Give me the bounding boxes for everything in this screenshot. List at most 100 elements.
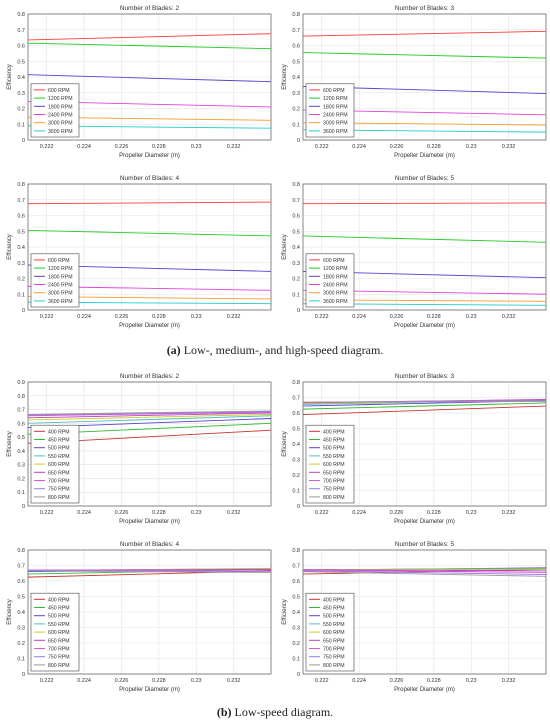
x-tick-label: 0.222 [40,678,54,684]
series-line [27,33,272,41]
series-line [302,569,547,572]
x-axis-label: Propeller Diameter (m) [119,323,180,329]
series-line [27,570,272,573]
x-tick-label: 0.228 [152,678,166,684]
y-tick-label: 0.2 [17,641,25,647]
y-tick-label: 0.7 [17,564,25,570]
y-tick-label: 0.5 [292,59,300,65]
x-tick-label: 0.224 [352,144,366,150]
x-tick-label: 0.228 [427,314,441,320]
y-tick-label: 0 [297,138,300,144]
chart-blades-4-high-speed: Number of Blades: 4 0 0.1 0.2 0.3 0.4 0.5 0.6 0.… [7,175,272,329]
legend-label: 2400 RPM [323,283,348,289]
y-tick-label: 0.6 [292,579,300,585]
y-axis-label: Efficiency [7,599,13,625]
x-tick-label: 0.226 [115,314,129,320]
y-axis-label: Efficiency [282,234,288,260]
legend-label: 450 RPM [48,606,70,612]
y-tick-label: 0.2 [292,277,300,283]
x-axis-label: Propeller Diameter (m) [119,153,180,159]
series-line [302,202,547,205]
chart-blades-3-high-speed: Number of Blades: 3 0 0.1 0.2 0.3 0.4 0.5 0.6 0.… [282,5,547,159]
y-tick-label: 0.3 [292,91,300,97]
y-tick-label: 0 [22,672,25,678]
x-tick-label: 0.226 [390,314,404,320]
x-tick-label: 0.226 [390,144,404,150]
y-tick-label: 0.2 [292,107,300,113]
x-tick-label: 0.232 [502,510,516,516]
legend-box [30,83,80,138]
x-tick-label: 0.228 [152,510,166,516]
y-tick-label: 0.1 [292,489,300,495]
x-tick-label: 0.232 [227,144,241,150]
x-tick-label: 0.23 [191,144,202,150]
y-axis-label: Efficiency [282,64,288,90]
x-tick-label: 0.224 [352,314,366,320]
legend-label: 500 RPM [323,446,345,452]
legend-label: 3000 RPM [48,121,73,127]
y-tick-label: 0.8 [17,394,25,400]
y-tick-label: 0.2 [17,476,25,482]
legend-label: 1200 RPM [48,96,73,102]
y-tick-label: 0.4 [292,442,300,448]
legend-label: 400 RPM [323,597,345,603]
x-tick-label: 0.232 [227,678,241,684]
axes-frame [302,13,547,141]
y-tick-label: 0.2 [17,277,25,283]
axes-frame [27,13,272,141]
x-tick-label: 0.226 [115,510,129,516]
x-tick-label: 0.228 [427,678,441,684]
legend-label: 500 RPM [48,614,70,620]
chart-title: Number of Blades: 5 [395,175,455,182]
chart-blades-5-high-speed: Number of Blades: 5 0 0.1 0.2 0.3 0.4 0.5 0.6 0.… [282,175,547,329]
x-tick-label: 0.222 [315,510,329,516]
legend-label: 3000 RPM [323,291,348,297]
y-tick-label: 0.8 [17,12,25,18]
series-line [27,201,272,205]
y-tick-label: 0.1 [17,292,25,298]
y-tick-label: 0.5 [292,595,300,601]
legend-label: 650 RPM [323,638,345,644]
series-line [302,570,547,575]
legend-label: 750 RPM [323,487,345,493]
legend-label: 700 RPM [323,647,345,653]
axes-frame [302,549,547,675]
caption-b-tag: (b) [216,705,232,719]
y-tick-label: 0.6 [292,411,300,417]
legend-label: 500 RPM [323,614,345,620]
chart-blades-2-low-speed: Number of Blades: 2 0 0.1 0.2 0.3 0.4 0.5 0.6 0.… [7,373,272,525]
x-tick-label: 0.23 [191,678,202,684]
x-tick-label: 0.226 [115,678,129,684]
y-axis-label: Efficiency [7,234,13,260]
series-line [27,42,272,50]
y-tick-label: 0.4 [292,245,300,251]
y-tick-label: 0.3 [17,261,25,267]
y-tick-label: 0.4 [292,75,300,81]
series-line [27,570,272,572]
y-tick-label: 0.4 [292,610,300,616]
x-tick-label: 0.226 [390,678,404,684]
chart-title: Number of Blades: 4 [120,175,180,182]
legend-label: 600 RPM [48,258,70,264]
y-tick-label: 0.3 [17,91,25,97]
x-tick-label: 0.222 [40,314,54,320]
y-tick-label: 0.4 [17,449,25,455]
caption-b-text: Low-speed diagram. [231,705,334,719]
axes-frame [302,183,547,311]
x-tick-label: 0.228 [427,510,441,516]
y-tick-label: 0.1 [17,657,25,663]
y-tick-label: 0.5 [292,427,300,433]
y-tick-label: 0.6 [17,421,25,427]
x-axis-label: Propeller Diameter (m) [119,687,180,693]
legend-label: 550 RPM [323,454,345,460]
x-tick-label: 0.23 [466,510,477,516]
y-tick-label: 0.1 [292,292,300,298]
series-line [27,413,272,421]
legend-label: 650 RPM [48,638,70,644]
x-tick-label: 0.222 [315,678,329,684]
legend-label: 500 RPM [48,446,70,452]
y-tick-label: 0 [22,138,25,144]
y-tick-label: 0.6 [292,44,300,50]
legend-label: 550 RPM [48,622,70,628]
y-tick-label: 0.5 [292,229,300,235]
